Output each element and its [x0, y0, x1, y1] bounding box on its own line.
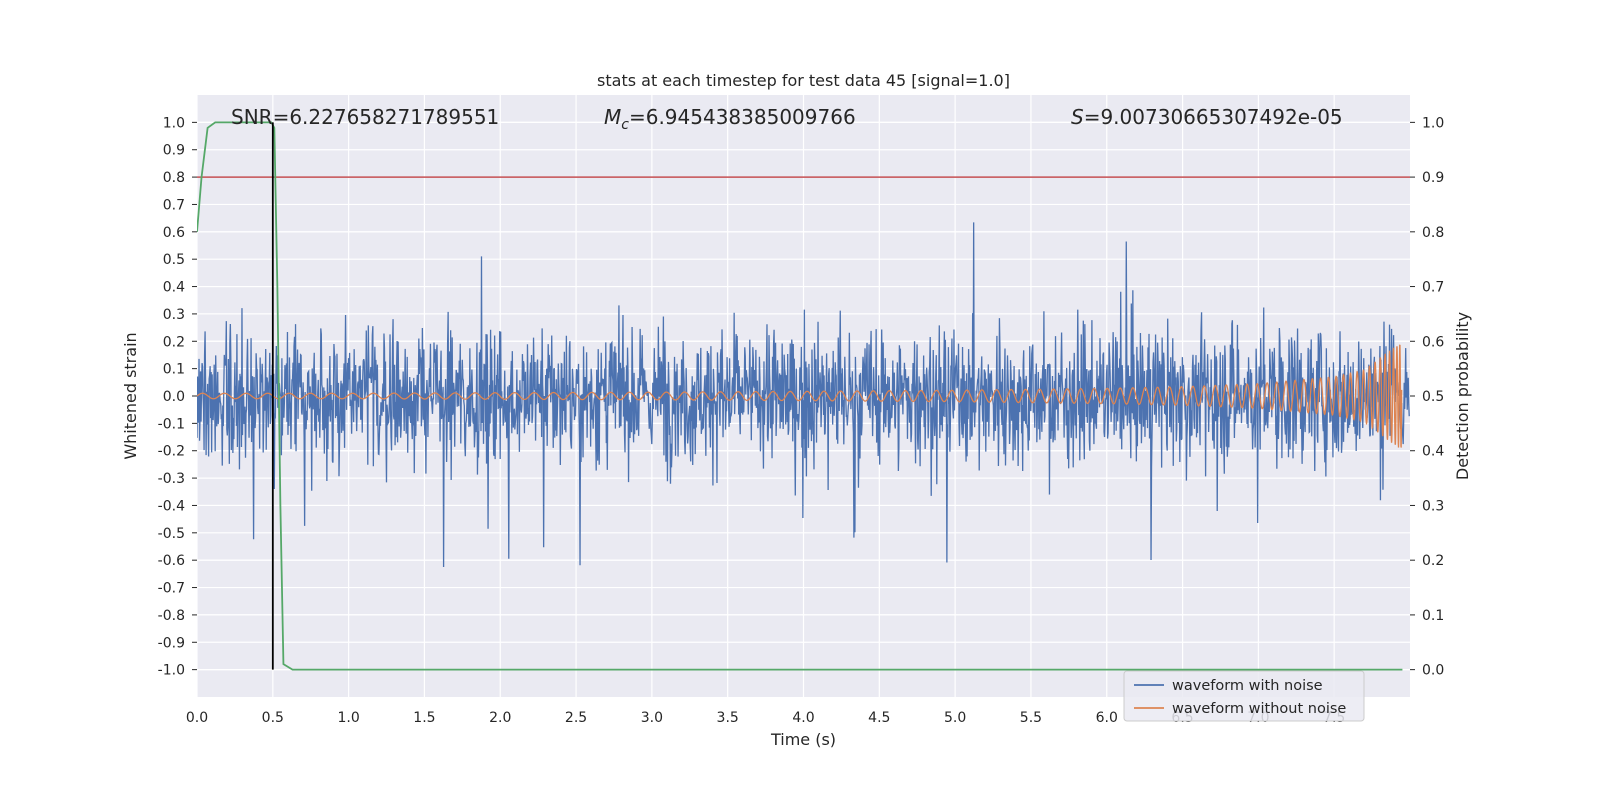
- detection-probability-line: [197, 121, 1403, 671]
- x-tick-label: 3.5: [717, 710, 739, 726]
- y-tick-label: -0.5: [158, 526, 185, 542]
- y-tick-label: -1.0: [158, 663, 185, 679]
- y-tick-label: 0.9: [163, 143, 185, 159]
- y-tick-label: -0.7: [158, 581, 185, 597]
- x-tick-label: 6.0: [1096, 710, 1118, 726]
- y-tick-label: -0.9: [158, 635, 185, 651]
- y-tick-label: -0.3: [158, 471, 185, 487]
- y-tick-label: -0.1: [158, 416, 185, 432]
- snr-annotation: SNR=6.227658271789551: [231, 105, 499, 129]
- legend-label-clean: waveform without noise: [1172, 701, 1346, 717]
- y2-tick-label: 0.5: [1422, 389, 1444, 405]
- y2-tick-label: 0.6: [1422, 334, 1444, 350]
- series-layer: [197, 121, 1410, 671]
- y-tick-label: -0.8: [158, 608, 185, 624]
- x-tick-label: 4.5: [868, 710, 890, 726]
- y2-tick-label: 0.9: [1422, 170, 1444, 186]
- y2-tick-label: 0.1: [1422, 608, 1444, 624]
- y-tick-label: -0.4: [158, 498, 185, 514]
- x-tick-label: 2.0: [489, 710, 511, 726]
- ticks: 0.00.51.01.52.02.53.03.54.04.55.05.56.06…: [158, 115, 1445, 726]
- y-tick-label: 0.0: [163, 389, 185, 405]
- y-tick-label: 0.5: [163, 252, 185, 268]
- y-tick-label: 0.6: [163, 225, 185, 241]
- y2-tick-label: 1.0: [1422, 115, 1444, 131]
- y-tick-label: 0.7: [163, 197, 185, 213]
- y2-tick-label: 0.3: [1422, 498, 1444, 514]
- chart-title: stats at each timestep for test data 45 …: [597, 71, 1010, 90]
- x-axis-label: Time (s): [770, 730, 836, 749]
- y-axis-label: Whitened strain: [121, 332, 140, 459]
- s-annotation: S=9.00730665307492e-05: [1071, 105, 1343, 129]
- clean-waveform-line: [197, 344, 1403, 448]
- y-tick-label: 0.1: [163, 362, 185, 378]
- x-tick-label: 4.0: [792, 710, 814, 726]
- legend-label-noise: waveform with noise: [1172, 678, 1323, 694]
- y2-axis-label: Detection probability: [1453, 312, 1472, 480]
- y-tick-label: -0.6: [158, 553, 185, 569]
- y2-tick-label: 0.8: [1422, 225, 1444, 241]
- chirp-mass-annotation: Mc=6.945438385009766: [604, 105, 856, 133]
- legend: waveform with noise waveform without noi…: [1123, 670, 1365, 722]
- y-tick-label: 0.8: [163, 170, 185, 186]
- y-tick-label: 1.0: [163, 115, 185, 131]
- x-tick-label: 3.0: [641, 710, 663, 726]
- x-tick-label: 5.5: [1020, 710, 1042, 726]
- x-tick-label: 5.0: [944, 710, 966, 726]
- noise-waveform-line: [197, 222, 1410, 568]
- y-tick-label: -0.2: [158, 444, 185, 460]
- y2-tick-label: 0.2: [1422, 553, 1444, 569]
- x-tick-label: 0.0: [186, 710, 208, 726]
- y-tick-label: 0.4: [163, 280, 185, 296]
- y2-tick-label: 0.7: [1422, 280, 1444, 296]
- y-tick-label: 0.2: [163, 334, 185, 350]
- legend-box: [1123, 670, 1365, 722]
- y2-tick-label: 0.4: [1422, 444, 1444, 460]
- x-tick-label: 0.5: [262, 710, 284, 726]
- x-tick-label: 1.5: [413, 710, 435, 726]
- y2-tick-label: 0.0: [1422, 663, 1444, 679]
- x-tick-label: 2.5: [565, 710, 587, 726]
- y-tick-label: 0.3: [163, 307, 185, 323]
- x-tick-label: 1.0: [337, 710, 359, 726]
